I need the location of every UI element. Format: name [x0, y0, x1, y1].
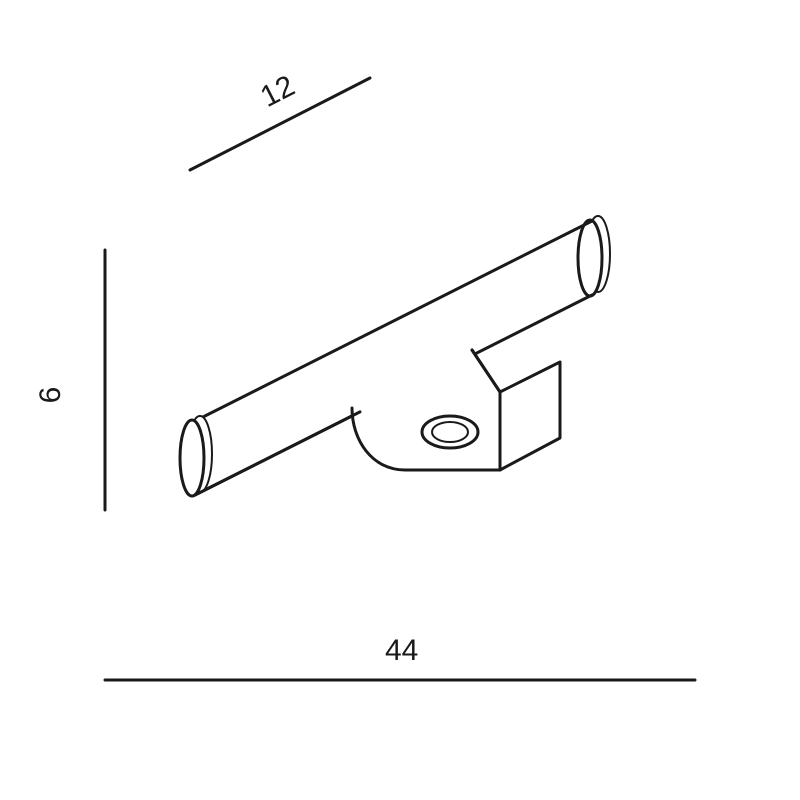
mounting-bracket [352, 350, 560, 470]
bracket-front-face [352, 350, 500, 470]
dimension-height: 6 [34, 250, 105, 510]
tube-bottom-front-segment [195, 412, 360, 495]
technical-drawing: 44 6 12 [0, 0, 800, 800]
tube-left-end [180, 420, 204, 496]
bracket-side-face [500, 362, 560, 470]
dim-depth-label: 12 [255, 69, 300, 114]
dimension-width: 44 [105, 634, 695, 680]
bracket-recess-inner [432, 422, 468, 442]
tube-right-end [578, 220, 602, 296]
dim-height-label: 6 [34, 387, 67, 404]
dim-width-label: 44 [385, 634, 418, 667]
dimension-depth: 12 [190, 69, 370, 170]
